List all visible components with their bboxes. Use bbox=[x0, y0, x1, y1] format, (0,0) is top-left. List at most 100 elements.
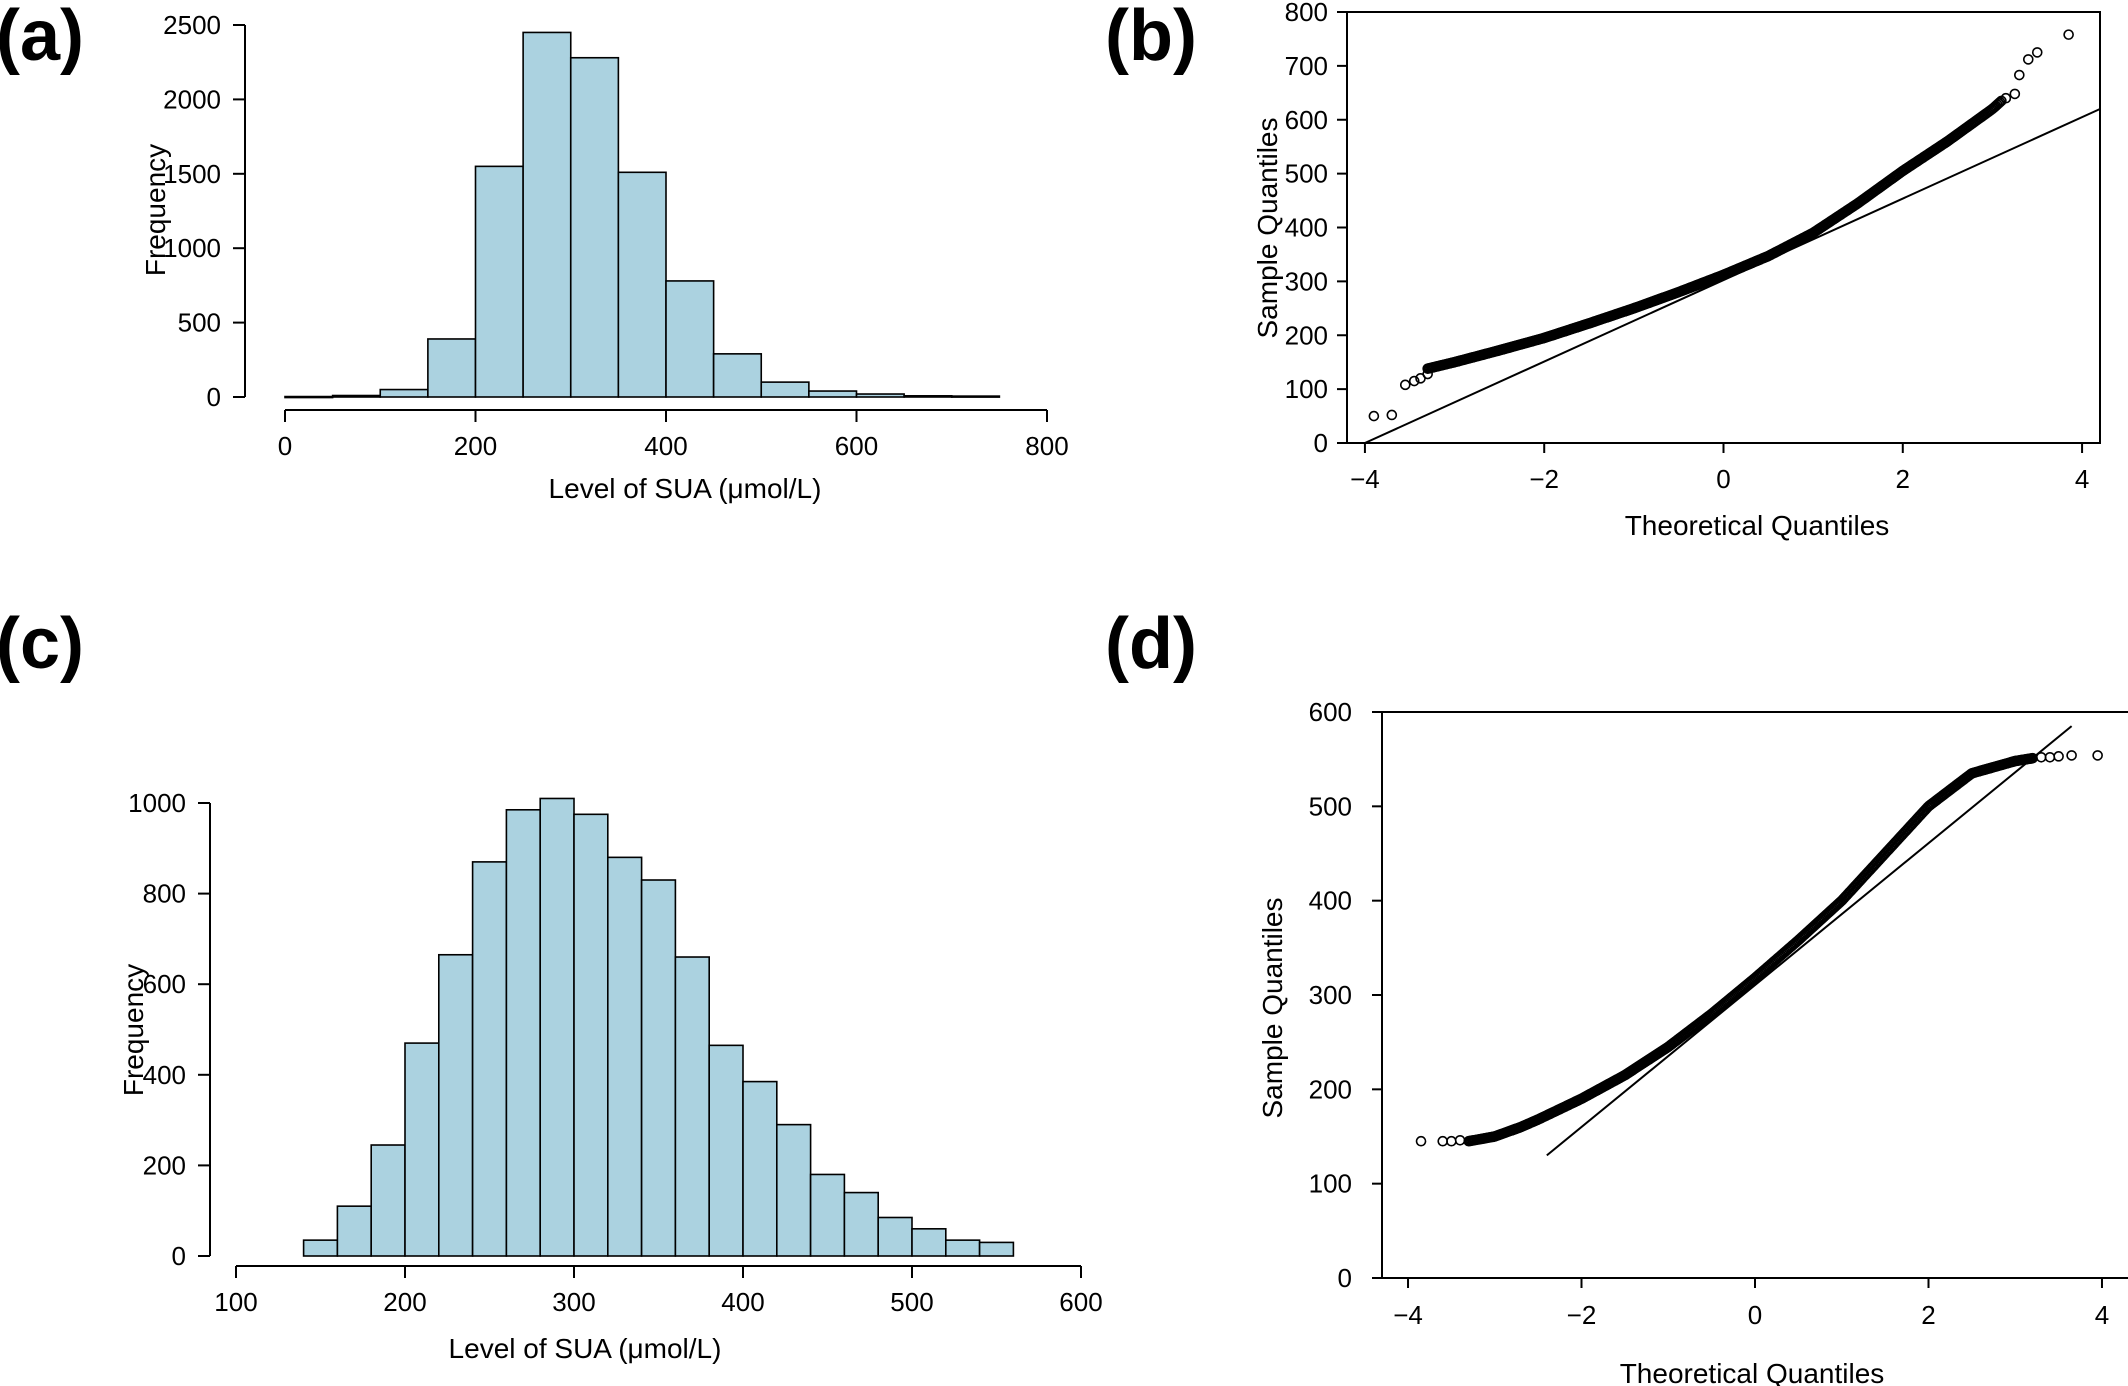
histogram-bar bbox=[284, 395, 334, 399]
y-tick-label: 600 bbox=[143, 969, 186, 999]
histogram-bar bbox=[336, 1205, 372, 1257]
x-tick-label: −2 bbox=[1567, 1300, 1597, 1330]
x-tick-label: 4 bbox=[2095, 1300, 2109, 1330]
qq-plot-b: −4 −2 0 2 4 0 100 200 300 400 500 600 700 800 Theoreti… bbox=[1252, 0, 2101, 541]
x-tick-label: 500 bbox=[890, 1287, 933, 1317]
histogram-bar bbox=[809, 1173, 846, 1257]
histogram-bar bbox=[808, 390, 858, 398]
histogram-bar bbox=[640, 879, 677, 1257]
x-tick-label: −4 bbox=[1350, 464, 1380, 494]
y-tick-label: 200 bbox=[143, 1150, 186, 1180]
histogram-a: 0 200 400 600 800 0 500 1000 1500 2000 2500 Level o… bbox=[140, 10, 1069, 504]
qq-point bbox=[1368, 410, 1380, 422]
y-tick-label: 500 bbox=[1309, 791, 1352, 821]
histogram-bar bbox=[843, 1191, 880, 1257]
histogram-bar bbox=[379, 388, 429, 398]
qq-point bbox=[2031, 47, 2043, 58]
x-tick-label: 600 bbox=[1059, 1287, 1102, 1317]
histogram-bar bbox=[302, 1239, 339, 1257]
y-tick-label: 500 bbox=[178, 308, 221, 338]
x-axis-title: Level of SUA (μmol/L) bbox=[449, 1333, 722, 1364]
y-tick-label: 300 bbox=[1309, 980, 1352, 1010]
y-axis-title: Sample Quantiles bbox=[1252, 117, 1283, 338]
histogram-bar bbox=[855, 393, 905, 398]
histogram-bar bbox=[370, 1144, 406, 1257]
x-axis-title: Theoretical Quantiles bbox=[1620, 1358, 1885, 1386]
x-tick-label: 600 bbox=[835, 431, 878, 461]
histogram-bar bbox=[522, 31, 572, 398]
panel-label-d: (d) bbox=[1105, 604, 1197, 684]
histogram-bar bbox=[911, 1228, 947, 1257]
qq-point bbox=[2063, 29, 2074, 40]
x-tick-label: 300 bbox=[552, 1287, 595, 1317]
y-tick-label: 0 bbox=[1314, 428, 1328, 458]
histogram-bar bbox=[573, 813, 609, 1257]
x-tick-label: 100 bbox=[214, 1287, 257, 1317]
qq-point bbox=[2022, 54, 2034, 65]
histogram-bar bbox=[404, 1042, 440, 1257]
histogram-bar bbox=[427, 338, 477, 398]
x-tick-label: 2 bbox=[1896, 464, 1910, 494]
x-tick-label: 200 bbox=[383, 1287, 426, 1317]
qq-point bbox=[1408, 375, 1420, 387]
qq-point bbox=[1422, 368, 1433, 380]
y-tick-label: 300 bbox=[1285, 266, 1328, 296]
histogram-bar bbox=[944, 1239, 981, 1257]
y-tick-label: 600 bbox=[1285, 105, 1328, 135]
histogram-bar bbox=[606, 856, 643, 1257]
histogram-c: 100 200 300 400 500 600 0 200 400 600 800 1000 Level… bbox=[118, 788, 1103, 1364]
y-tick-label: 700 bbox=[1285, 51, 1328, 81]
y-tick-label: 2000 bbox=[163, 84, 221, 114]
y-tick-label: 800 bbox=[143, 879, 186, 909]
x-tick-label: 0 bbox=[278, 431, 292, 461]
y-tick-label: 1000 bbox=[128, 788, 186, 818]
panel-label-b: (b) bbox=[1105, 0, 1197, 76]
histogram-bar bbox=[742, 1080, 778, 1257]
histogram-bar bbox=[665, 280, 715, 398]
plot-frame bbox=[1381, 711, 2128, 1279]
qq-point bbox=[1399, 379, 1411, 391]
y-axis-title: Frequency bbox=[118, 964, 149, 1096]
x-tick-label: 2 bbox=[1921, 1300, 1935, 1330]
histogram-bar bbox=[471, 861, 508, 1257]
qq-point bbox=[1993, 98, 2004, 109]
x-tick-label: 200 bbox=[454, 431, 497, 461]
histogram-bar bbox=[877, 1216, 913, 1257]
histogram-bar bbox=[505, 808, 541, 1257]
qq-point bbox=[1415, 1135, 1427, 1147]
y-tick-label: 600 bbox=[1309, 697, 1352, 727]
y-tick-label: 1000 bbox=[163, 233, 221, 263]
qq-point bbox=[2014, 69, 2025, 81]
x-axis-title: Theoretical Quantiles bbox=[1625, 510, 1890, 541]
y-axis-title: Frequency bbox=[140, 144, 171, 276]
histogram-bar bbox=[775, 1123, 812, 1257]
x-tick-label: 0 bbox=[1748, 1300, 1762, 1330]
histogram-bar bbox=[617, 171, 667, 398]
y-tick-label: 400 bbox=[1309, 886, 1352, 916]
x-tick-label: −2 bbox=[1529, 464, 1559, 494]
qq-point bbox=[2000, 92, 2012, 104]
qq-point bbox=[1454, 1134, 1466, 1146]
qq-point bbox=[1437, 1135, 1449, 1147]
y-tick-label: 400 bbox=[1285, 213, 1328, 243]
y-tick-label: 200 bbox=[1285, 320, 1328, 350]
qq-reference-line bbox=[1364, 108, 2101, 444]
panel-label-c: (c) bbox=[0, 604, 84, 684]
qq-point bbox=[2009, 88, 2021, 100]
qq-reference-line bbox=[1546, 725, 2073, 1157]
histogram-bar bbox=[978, 1241, 1015, 1257]
qq-point bbox=[2092, 750, 2103, 761]
x-axis-title: Level of SUA (μmol/L) bbox=[549, 473, 822, 504]
x-tick-label: 400 bbox=[721, 1287, 764, 1317]
qq-plot-d: −4 −2 0 2 4 0 100 200 300 400 500 600 Theoretical Qu… bbox=[1257, 697, 2128, 1386]
y-tick-label: 2500 bbox=[163, 10, 221, 40]
y-tick-label: 200 bbox=[1309, 1074, 1352, 1104]
qq-point bbox=[2053, 751, 2064, 762]
histogram-bar bbox=[539, 797, 575, 1257]
x-tick-label: 0 bbox=[1716, 464, 1730, 494]
histogram-bar bbox=[760, 381, 810, 398]
histogram-bar bbox=[331, 394, 382, 398]
qq-point bbox=[1446, 1135, 1457, 1147]
histogram-bar bbox=[708, 1044, 744, 1257]
